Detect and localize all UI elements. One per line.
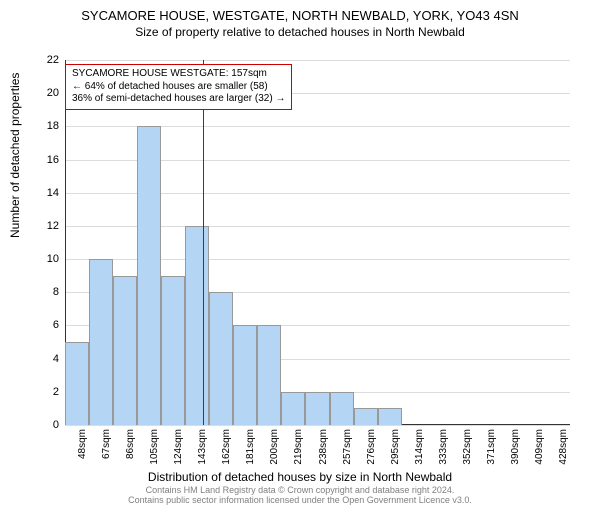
plot-region: 024681012141618202248sqm67sqm86sqm105sqm…	[65, 60, 570, 425]
xtick-label: 352sqm	[462, 429, 473, 465]
page-title: SYCAMORE HOUSE, WESTGATE, NORTH NEWBALD,…	[0, 8, 600, 23]
histogram-bar	[209, 292, 233, 425]
footer-line: Contains public sector information licen…	[0, 496, 600, 506]
histogram-bar	[161, 276, 185, 425]
xtick-label: 257sqm	[342, 429, 353, 465]
xtick-label: 105sqm	[149, 429, 160, 465]
ytick-label: 8	[53, 286, 59, 298]
histogram-bar	[113, 276, 137, 425]
histogram-bar	[65, 342, 89, 425]
histogram-bar	[233, 325, 257, 425]
xtick-label: 371sqm	[486, 429, 497, 465]
xtick-label: 390sqm	[510, 429, 521, 465]
xtick-label: 314sqm	[414, 429, 425, 465]
y-axis-label: Number of detached properties	[8, 73, 22, 238]
x-axis-label: Distribution of detached houses by size …	[0, 470, 600, 484]
histogram-bar	[257, 325, 281, 425]
xtick-label: 162sqm	[221, 429, 232, 465]
ytick-label: 0	[53, 419, 59, 431]
histogram-bar	[137, 126, 161, 425]
info-box-line: SYCAMORE HOUSE WESTGATE: 157sqm	[72, 68, 285, 81]
xtick-label: 181sqm	[245, 429, 256, 465]
chart-area: 024681012141618202248sqm67sqm86sqm105sqm…	[65, 60, 570, 425]
ytick-label: 2	[53, 386, 59, 398]
footer-attribution: Contains HM Land Registry data © Crown c…	[0, 486, 600, 506]
gridline-h	[65, 425, 570, 426]
marker-line	[203, 60, 204, 425]
ytick-label: 22	[47, 54, 59, 66]
histogram-bar	[378, 408, 402, 425]
ytick-label: 4	[53, 353, 59, 365]
histogram-bar	[185, 226, 209, 425]
xtick-label: 409sqm	[534, 429, 545, 465]
histogram-bar	[305, 392, 329, 425]
gridline-h	[65, 60, 570, 61]
xtick-label: 48sqm	[77, 429, 88, 459]
histogram-bar	[89, 259, 113, 425]
xtick-label: 428sqm	[558, 429, 569, 465]
info-box-line: ← 64% of detached houses are smaller (58…	[72, 81, 285, 94]
ytick-label: 10	[47, 253, 59, 265]
xtick-label: 200sqm	[269, 429, 280, 465]
xtick-label: 333sqm	[438, 429, 449, 465]
ytick-label: 18	[47, 120, 59, 132]
info-box: SYCAMORE HOUSE WESTGATE: 157sqm← 64% of …	[65, 64, 292, 110]
info-box-line: 36% of semi-detached houses are larger (…	[72, 93, 285, 106]
ytick-label: 20	[47, 87, 59, 99]
xtick-label: 124sqm	[173, 429, 184, 465]
xtick-label: 238sqm	[318, 429, 329, 465]
ytick-label: 14	[47, 187, 59, 199]
ytick-label: 6	[53, 319, 59, 331]
ytick-label: 12	[47, 220, 59, 232]
ytick-label: 16	[47, 154, 59, 166]
histogram-bar	[281, 392, 305, 425]
histogram-bar	[354, 408, 378, 425]
xtick-label: 276sqm	[366, 429, 377, 465]
xtick-label: 295sqm	[390, 429, 401, 465]
xtick-label: 219sqm	[293, 429, 304, 465]
histogram-bar	[330, 392, 354, 425]
page-subtitle: Size of property relative to detached ho…	[0, 25, 600, 39]
xtick-label: 67sqm	[101, 429, 112, 459]
xtick-label: 143sqm	[197, 429, 208, 465]
xtick-label: 86sqm	[125, 429, 136, 459]
